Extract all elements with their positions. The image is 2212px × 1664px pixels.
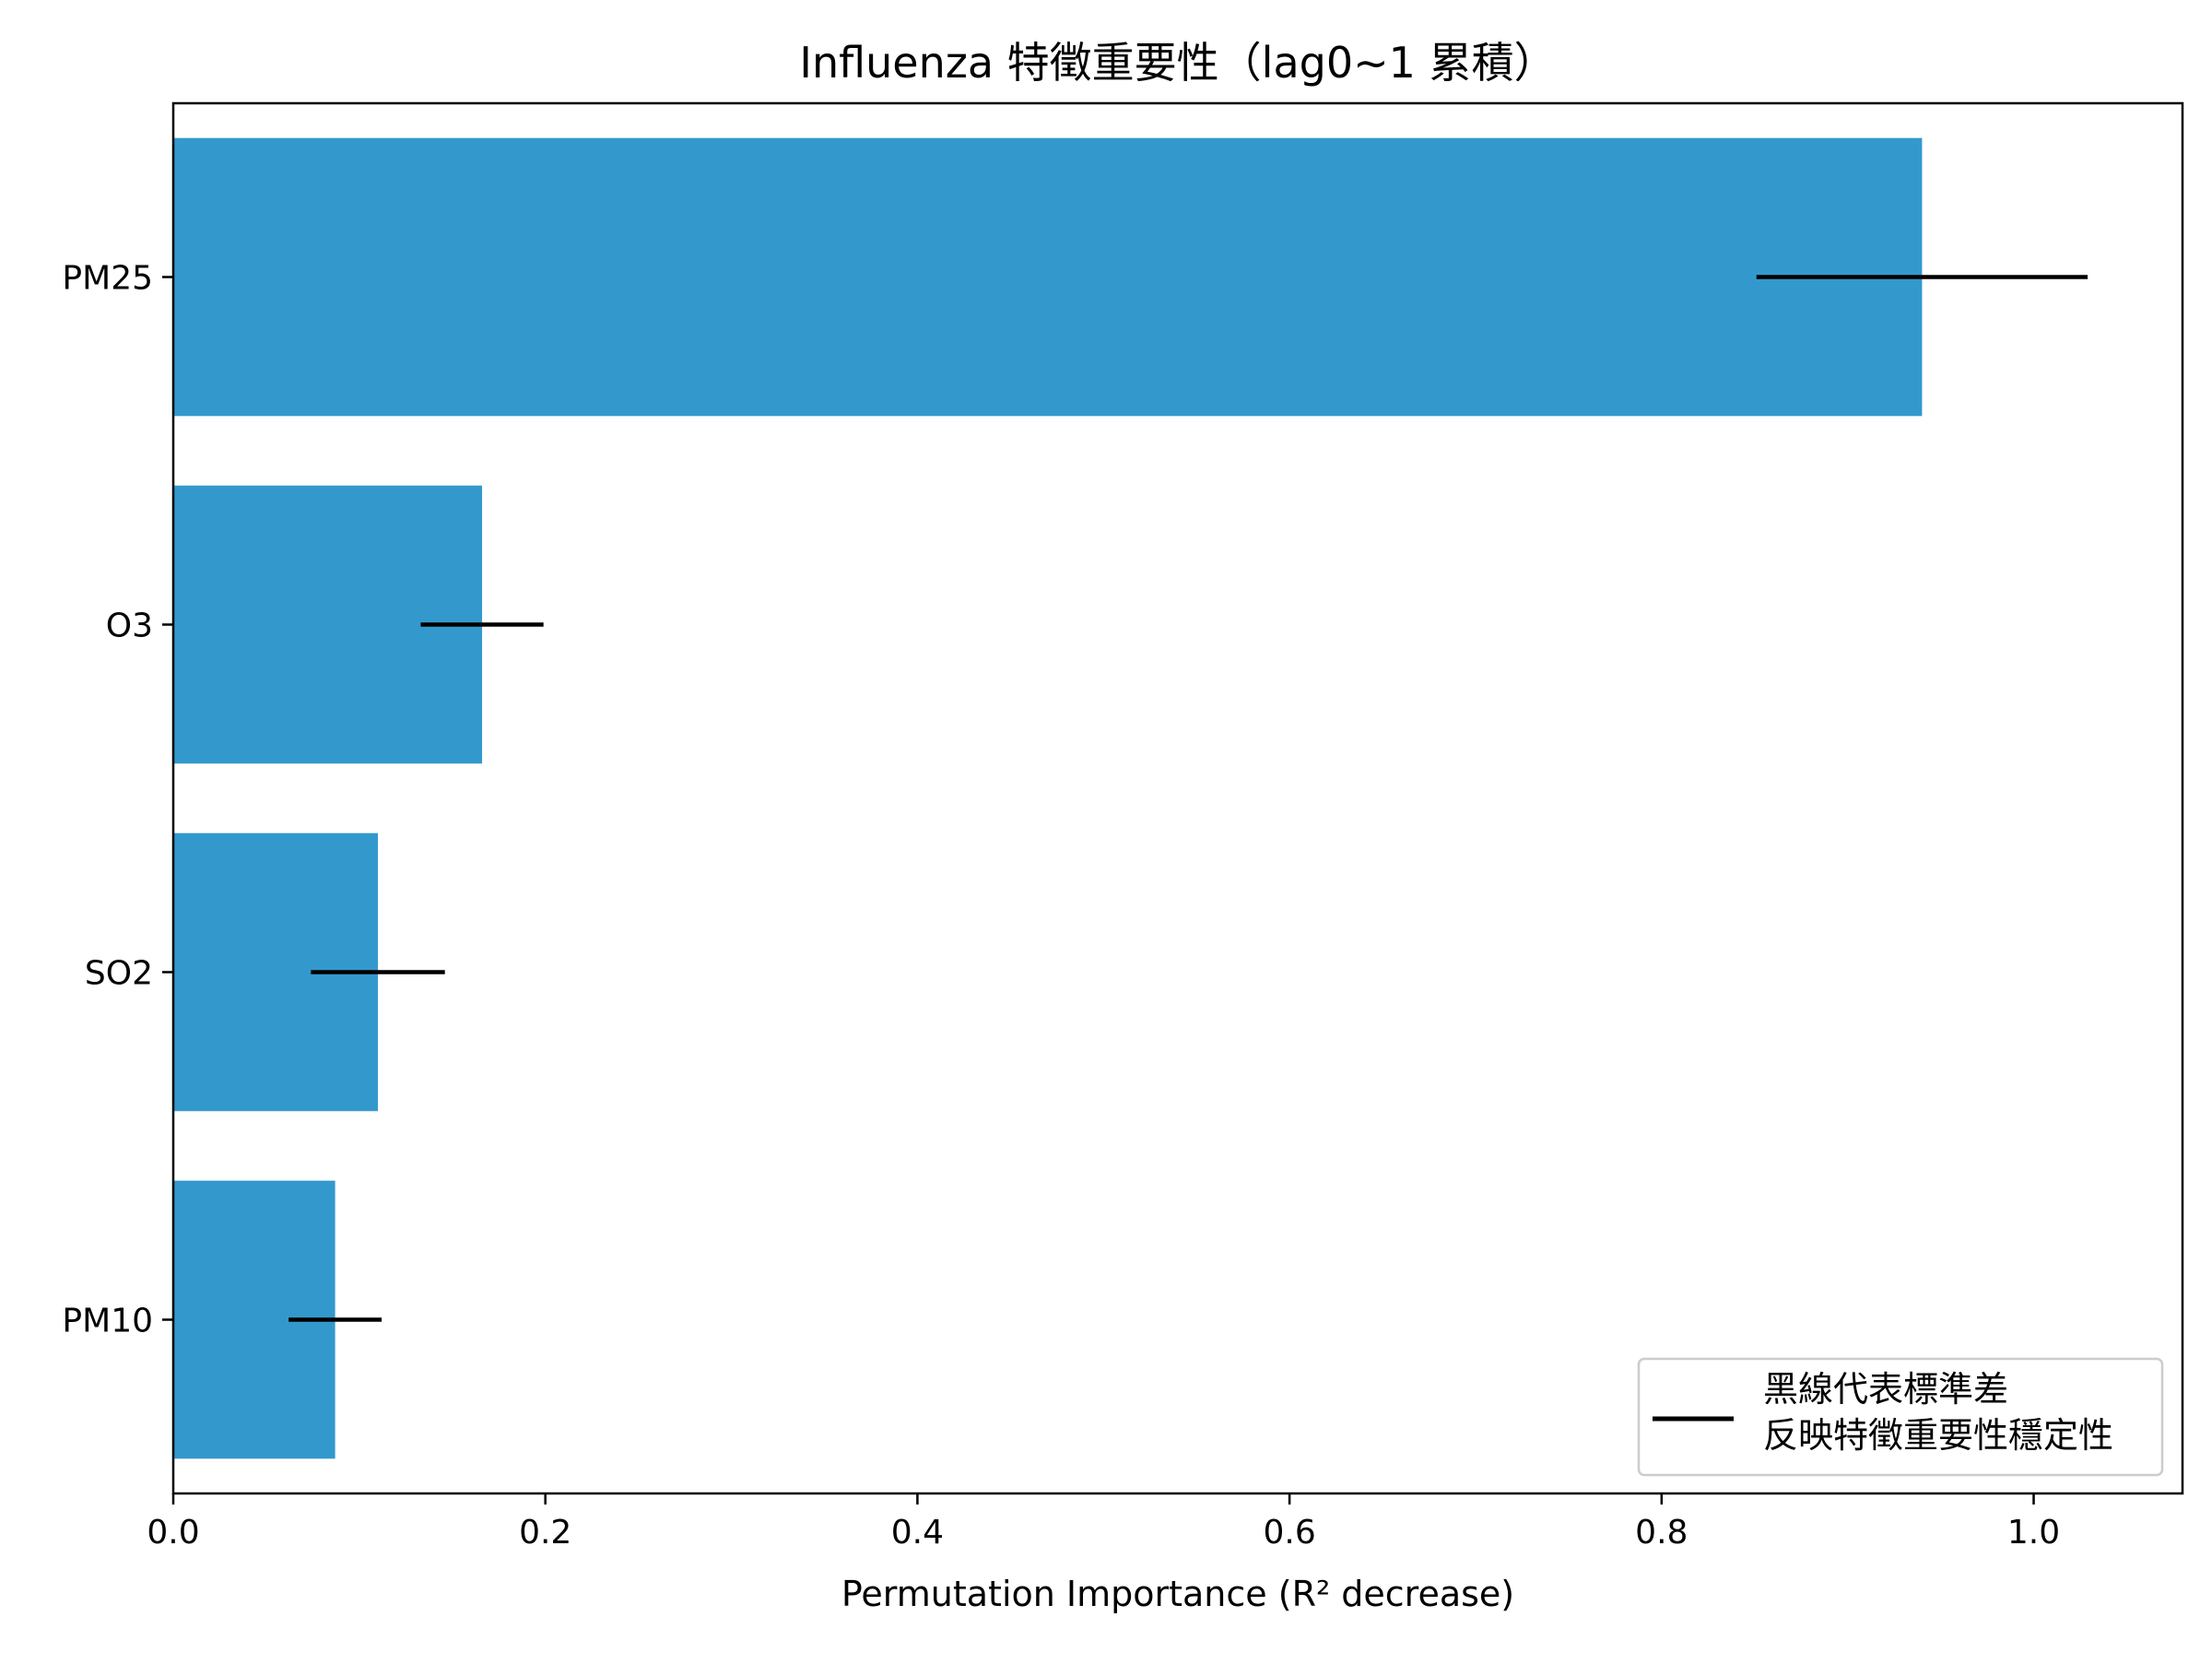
x-tick-label: 0.0 [147, 1514, 199, 1552]
bars-layer [173, 137, 1923, 1459]
y-axis: PM25 O3 SO2 PM10 [62, 260, 173, 1340]
y-tick-label-so2: SO2 [85, 955, 153, 993]
x-axis: 0.0 0.2 0.4 0.6 0.8 1.0 [147, 1493, 2060, 1552]
error-bars-layer [288, 275, 2088, 1322]
x-tick-label: 0.4 [891, 1514, 944, 1552]
bar-pm25 [173, 137, 1923, 417]
y-tick-label-pm25: PM25 [62, 260, 153, 298]
x-tick-label: 0.8 [1635, 1514, 1688, 1552]
x-axis-label: Permutation Importance (R² decrease) [841, 1574, 1514, 1614]
legend: 黑線代表標準差 反映特徵重要性穩定性 [1637, 1357, 2164, 1477]
y-tick-label-pm10: PM10 [62, 1303, 153, 1340]
plot-area-frame [171, 101, 2184, 1495]
legend-label-line1: 黑線代表標準差 [1763, 1369, 2008, 1410]
x-tick-label: 0.6 [1263, 1514, 1315, 1552]
y-tick-label-o3: O3 [106, 608, 153, 645]
x-tick-label: 1.0 [2007, 1514, 2060, 1552]
x-tick-label: 0.2 [519, 1514, 571, 1552]
chart-title: Influenza 特徵重要性（lag0~1 累積） [799, 38, 1556, 88]
legend-box [1637, 1357, 2164, 1477]
legend-label-line2: 反映特徵重要性穩定性 [1763, 1415, 2113, 1456]
